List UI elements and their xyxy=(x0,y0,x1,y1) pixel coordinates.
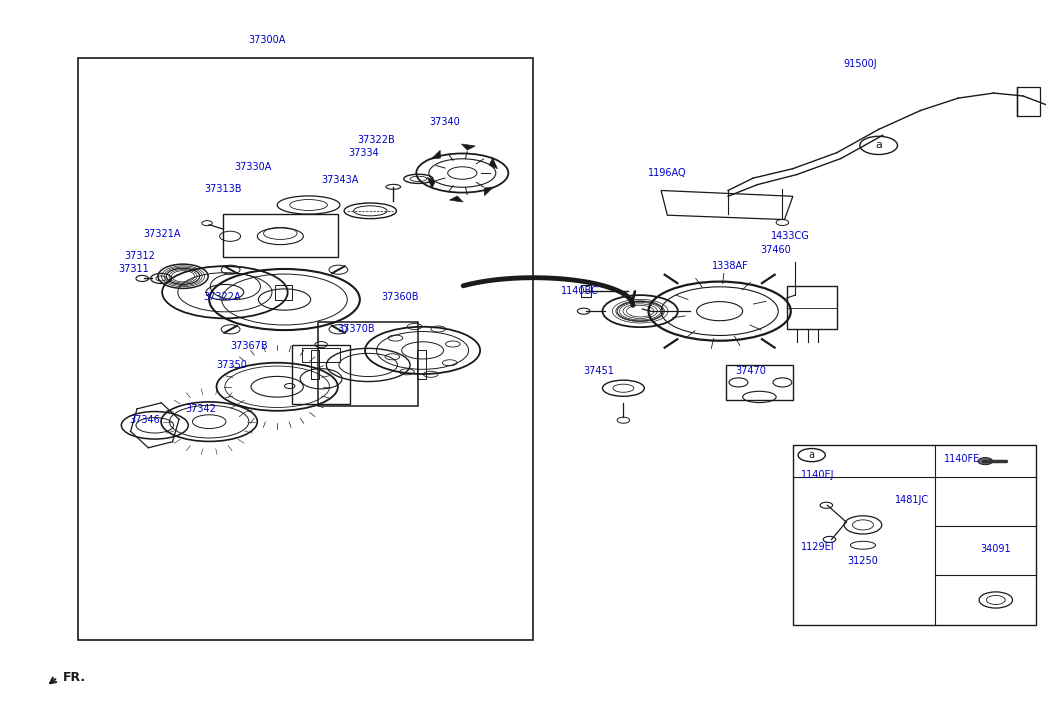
Text: 37321A: 37321A xyxy=(143,229,181,239)
Bar xyxy=(793,445,1036,625)
Bar xyxy=(787,286,837,329)
Text: 1129EI: 1129EI xyxy=(801,542,835,552)
Bar xyxy=(581,285,591,297)
Ellipse shape xyxy=(978,457,993,465)
Bar xyxy=(302,348,340,362)
Text: 37312: 37312 xyxy=(124,251,156,261)
Text: 37330A: 37330A xyxy=(234,162,272,172)
Text: 37322A: 37322A xyxy=(203,292,241,302)
Text: 1481JC: 1481JC xyxy=(895,495,929,505)
Bar xyxy=(417,350,426,379)
Text: 1140EJ: 1140EJ xyxy=(801,470,835,481)
Bar xyxy=(318,322,418,406)
Bar xyxy=(292,345,350,404)
Text: 37460: 37460 xyxy=(760,245,792,255)
Bar xyxy=(275,285,292,300)
Text: 37370B: 37370B xyxy=(337,324,374,334)
Text: 37470: 37470 xyxy=(735,366,767,376)
Text: 37367B: 37367B xyxy=(230,341,268,351)
Bar xyxy=(223,214,338,257)
Text: 1196AQ: 1196AQ xyxy=(649,168,686,178)
Text: 31250: 31250 xyxy=(847,556,879,566)
Bar xyxy=(78,58,533,640)
Text: 37340: 37340 xyxy=(429,117,460,127)
Bar xyxy=(726,365,793,400)
Text: 1433CG: 1433CG xyxy=(771,230,811,241)
Text: 37346: 37346 xyxy=(129,415,160,425)
Text: 37313B: 37313B xyxy=(204,184,242,194)
Polygon shape xyxy=(431,150,440,159)
Polygon shape xyxy=(461,144,475,150)
Text: 37334: 37334 xyxy=(348,148,380,158)
Text: 91500J: 91500J xyxy=(843,59,877,69)
Text: a: a xyxy=(809,450,815,460)
Text: 37322B: 37322B xyxy=(358,134,395,145)
Text: 37350: 37350 xyxy=(217,360,248,370)
Polygon shape xyxy=(450,196,463,202)
Text: 1140FE: 1140FE xyxy=(945,454,980,465)
Polygon shape xyxy=(427,177,435,188)
Bar xyxy=(311,350,319,379)
Text: 1140BC: 1140BC xyxy=(561,286,598,296)
Text: 37451: 37451 xyxy=(583,366,614,376)
Text: 37360B: 37360B xyxy=(381,292,418,302)
Polygon shape xyxy=(484,187,494,196)
Polygon shape xyxy=(490,158,498,169)
Text: 34091: 34091 xyxy=(980,545,1011,555)
Text: 37311: 37311 xyxy=(118,264,150,274)
Text: 37343A: 37343A xyxy=(321,175,359,185)
Text: a: a xyxy=(876,140,882,150)
Text: 1338AF: 1338AF xyxy=(711,261,749,271)
Text: FR.: FR. xyxy=(63,671,86,684)
Bar xyxy=(1017,87,1040,116)
Text: 37342: 37342 xyxy=(185,403,217,414)
Text: 37300A: 37300A xyxy=(248,35,286,45)
